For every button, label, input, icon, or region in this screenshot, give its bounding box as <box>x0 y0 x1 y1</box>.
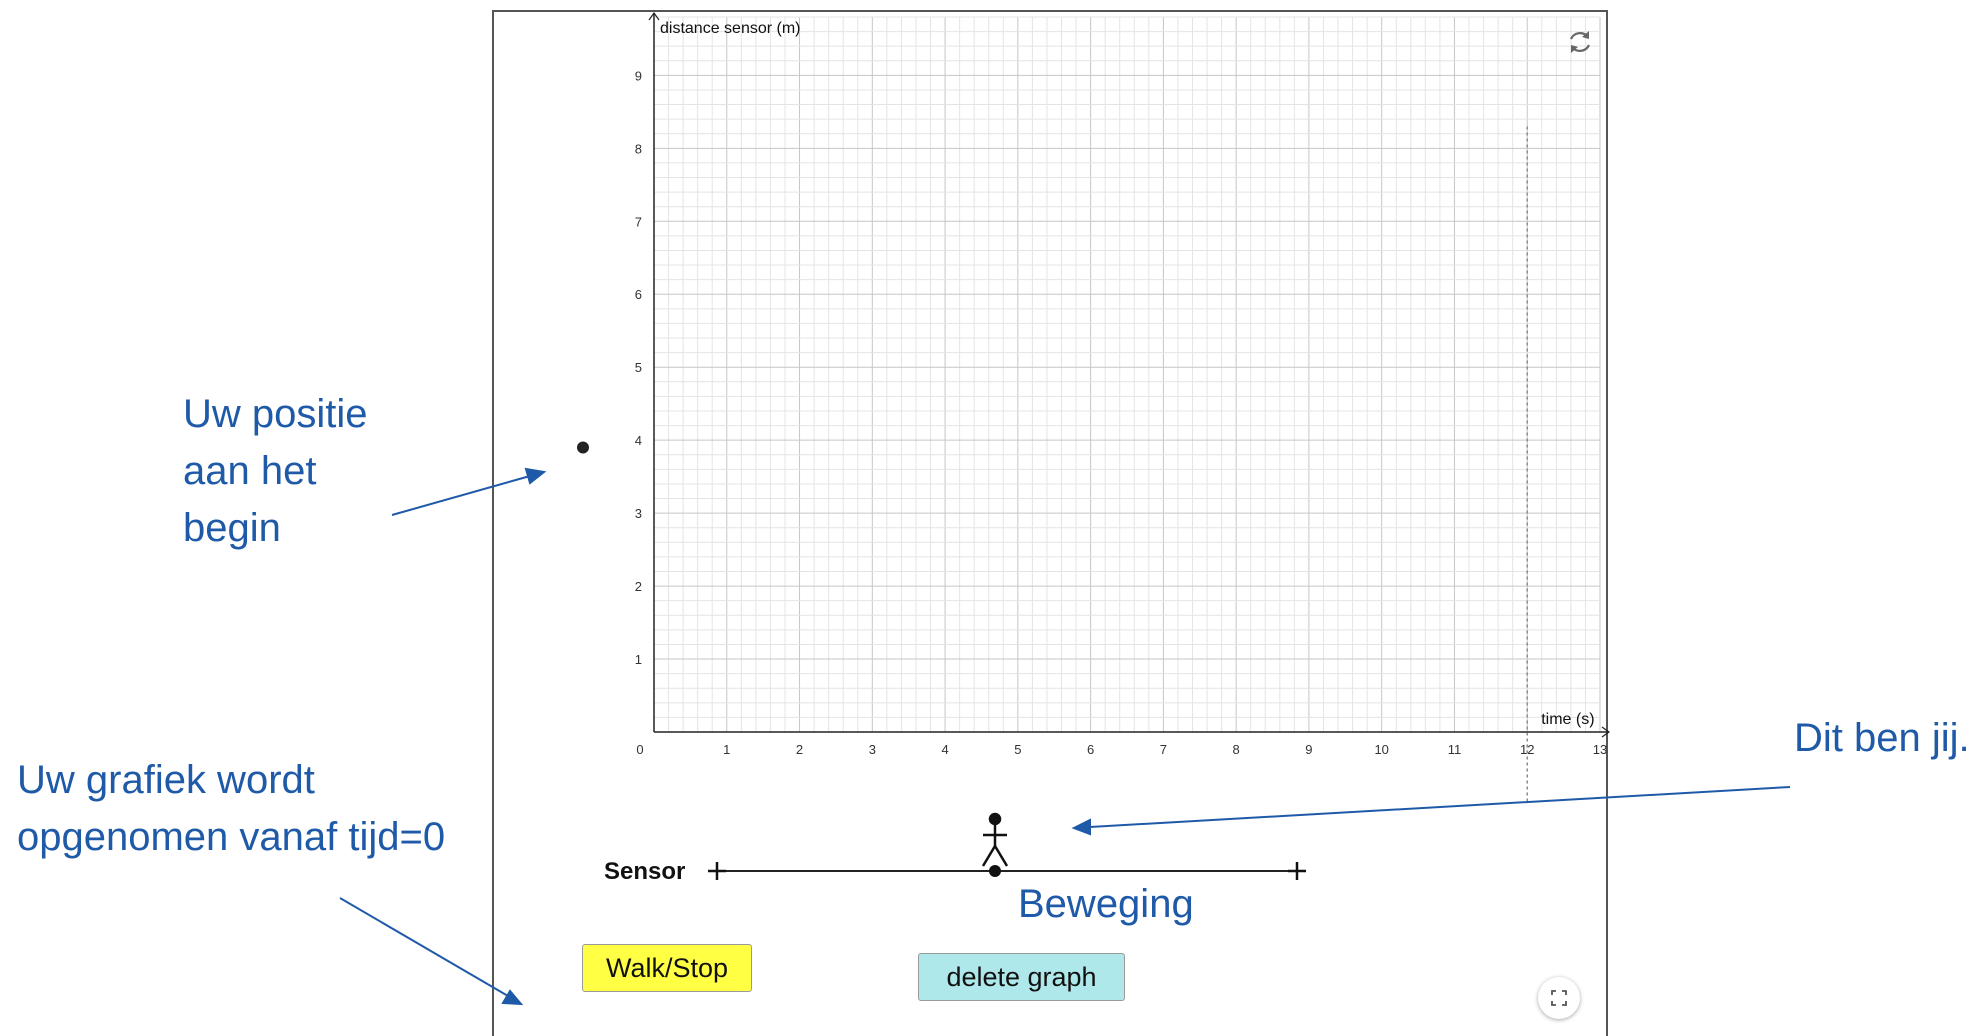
you-annotation: Dit ben jij. <box>1794 716 1970 760</box>
y-tick-label: 6 <box>635 287 642 302</box>
start-position-point[interactable] <box>577 441 589 454</box>
x-tick-label: 0 <box>636 742 643 757</box>
y-tick-label: 9 <box>635 68 642 83</box>
motion-label: Beweging <box>1018 882 1194 926</box>
y-tick-label: 2 <box>635 579 642 594</box>
x-tick-label: 9 <box>1305 742 1312 757</box>
x-tick-label: 2 <box>796 742 803 757</box>
annotation-line: Uw grafiek wordt <box>17 758 315 802</box>
x-axis-label: time (s) <box>1541 711 1594 728</box>
x-tick-label: 11 <box>1448 742 1462 757</box>
y-axis-arrow <box>648 11 660 21</box>
recording-arrowhead <box>501 989 524 1006</box>
track-end-plus <box>1288 862 1306 880</box>
y-tick-label: 4 <box>635 433 642 448</box>
start-position-annotation: Uw positie aan het begin <box>183 386 368 557</box>
you-arrowhead <box>1071 818 1091 836</box>
x-tick-label: 13 <box>1593 742 1607 757</box>
fullscreen-icon[interactable] <box>1538 977 1580 1019</box>
x-tick-label: 12 <box>1520 742 1534 757</box>
annotation-line: Uw positie <box>183 392 368 436</box>
y-tick-label: 1 <box>635 652 642 667</box>
annotation-line: begin <box>183 506 281 550</box>
plot-axes <box>648 11 1611 738</box>
walker-position-point[interactable] <box>989 865 1001 877</box>
recording-annotation: Uw grafiek wordt opgenomen vanaf tijd=0 <box>17 752 445 866</box>
walk-stop-button[interactable]: Walk/Stop <box>582 944 752 992</box>
x-tick-label: 1 <box>723 742 730 757</box>
x-tick-label: 10 <box>1374 742 1388 757</box>
x-tick-label: 8 <box>1233 742 1240 757</box>
plot-grid <box>653 16 1601 733</box>
y-tick-label: 3 <box>635 506 642 521</box>
y-tick-label: 5 <box>635 360 642 375</box>
start-position-arrowhead <box>524 467 547 485</box>
stick-figure-icon[interactable] <box>981 812 1009 867</box>
recording-arrow <box>339 897 509 997</box>
annotation-line: aan het <box>183 449 317 493</box>
refresh-icon[interactable] <box>1566 28 1594 56</box>
start-position-arrow <box>391 475 531 516</box>
sensor-label: Sensor <box>604 858 685 885</box>
x-tick-label: 7 <box>1160 742 1167 757</box>
x-tick-label: 3 <box>869 742 876 757</box>
you-arrow <box>1089 786 1791 828</box>
x-tick-label: 6 <box>1087 742 1094 757</box>
track-start-plus <box>708 862 726 880</box>
x-tick-label: 5 <box>1014 742 1021 757</box>
x-tick-label: 4 <box>941 742 948 757</box>
geogebra-applet <box>492 10 1608 1036</box>
y-axis-label: distance sensor (m) <box>660 20 801 37</box>
y-tick-label: 8 <box>635 141 642 156</box>
x-axis-arrow <box>1601 726 1611 738</box>
delete-graph-button[interactable]: delete graph <box>918 953 1125 1001</box>
annotation-line: opgenomen vanaf tijd=0 <box>17 815 446 859</box>
y-tick-label: 7 <box>635 214 642 229</box>
